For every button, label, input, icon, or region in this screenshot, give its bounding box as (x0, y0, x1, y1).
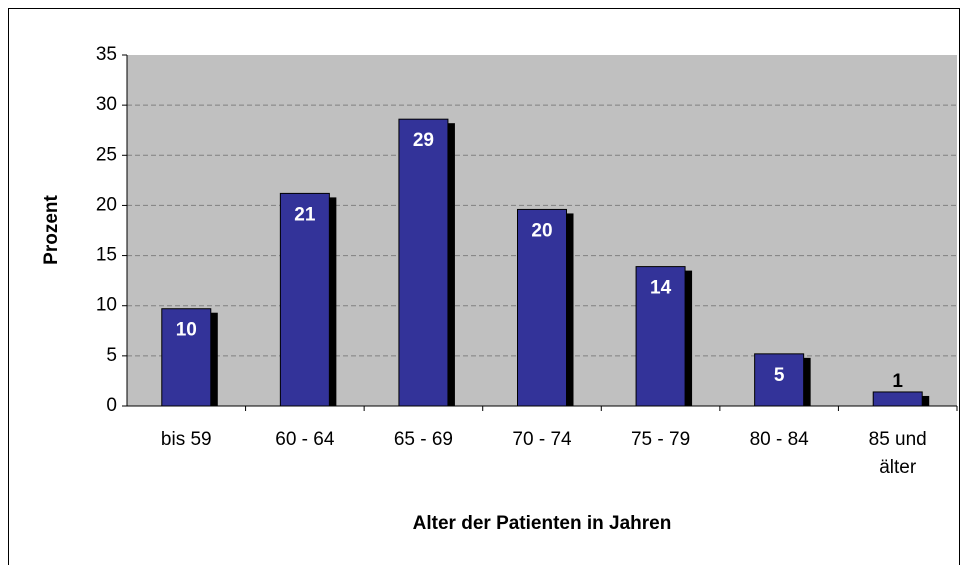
x-tick-label: 65 - 69 (393, 429, 453, 450)
y-tick-label: 5 (106, 345, 117, 366)
x-tick-label: 80 - 84 (749, 429, 809, 450)
value-label: 20 (531, 220, 552, 241)
x-axis-title: Alter der Patienten in Jahren (413, 513, 672, 534)
y-axis-title: Prozent (41, 194, 62, 264)
x-tick-label: 60 - 64 (275, 429, 335, 450)
value-label: 21 (294, 204, 316, 225)
y-tick-label: 15 (96, 245, 117, 266)
y-tick-label: 30 (96, 94, 117, 115)
bar (161, 308, 212, 407)
value-label: 1 (892, 371, 903, 392)
y-tick-label: 10 (96, 295, 117, 316)
value-label: 5 (774, 365, 785, 386)
y-tick-label: 35 (96, 44, 117, 65)
value-label: 14 (650, 278, 672, 299)
bar (754, 353, 805, 407)
bar (517, 208, 567, 407)
x-tick-label: 85 und älter (868, 429, 927, 478)
bar (279, 192, 330, 407)
x-tick-label: 75 - 79 (630, 429, 691, 450)
bar (398, 118, 449, 407)
y-tick-label: 0 (106, 395, 117, 416)
value-label: 29 (413, 130, 434, 151)
y-tick-label: 20 (96, 194, 117, 215)
value-label: 10 (176, 320, 197, 341)
bar (872, 391, 923, 407)
bar (635, 266, 686, 407)
y-tick-label: 25 (96, 144, 117, 165)
x-tick-label: 70 - 74 (512, 429, 572, 450)
x-tick-label: bis 59 (160, 429, 212, 450)
